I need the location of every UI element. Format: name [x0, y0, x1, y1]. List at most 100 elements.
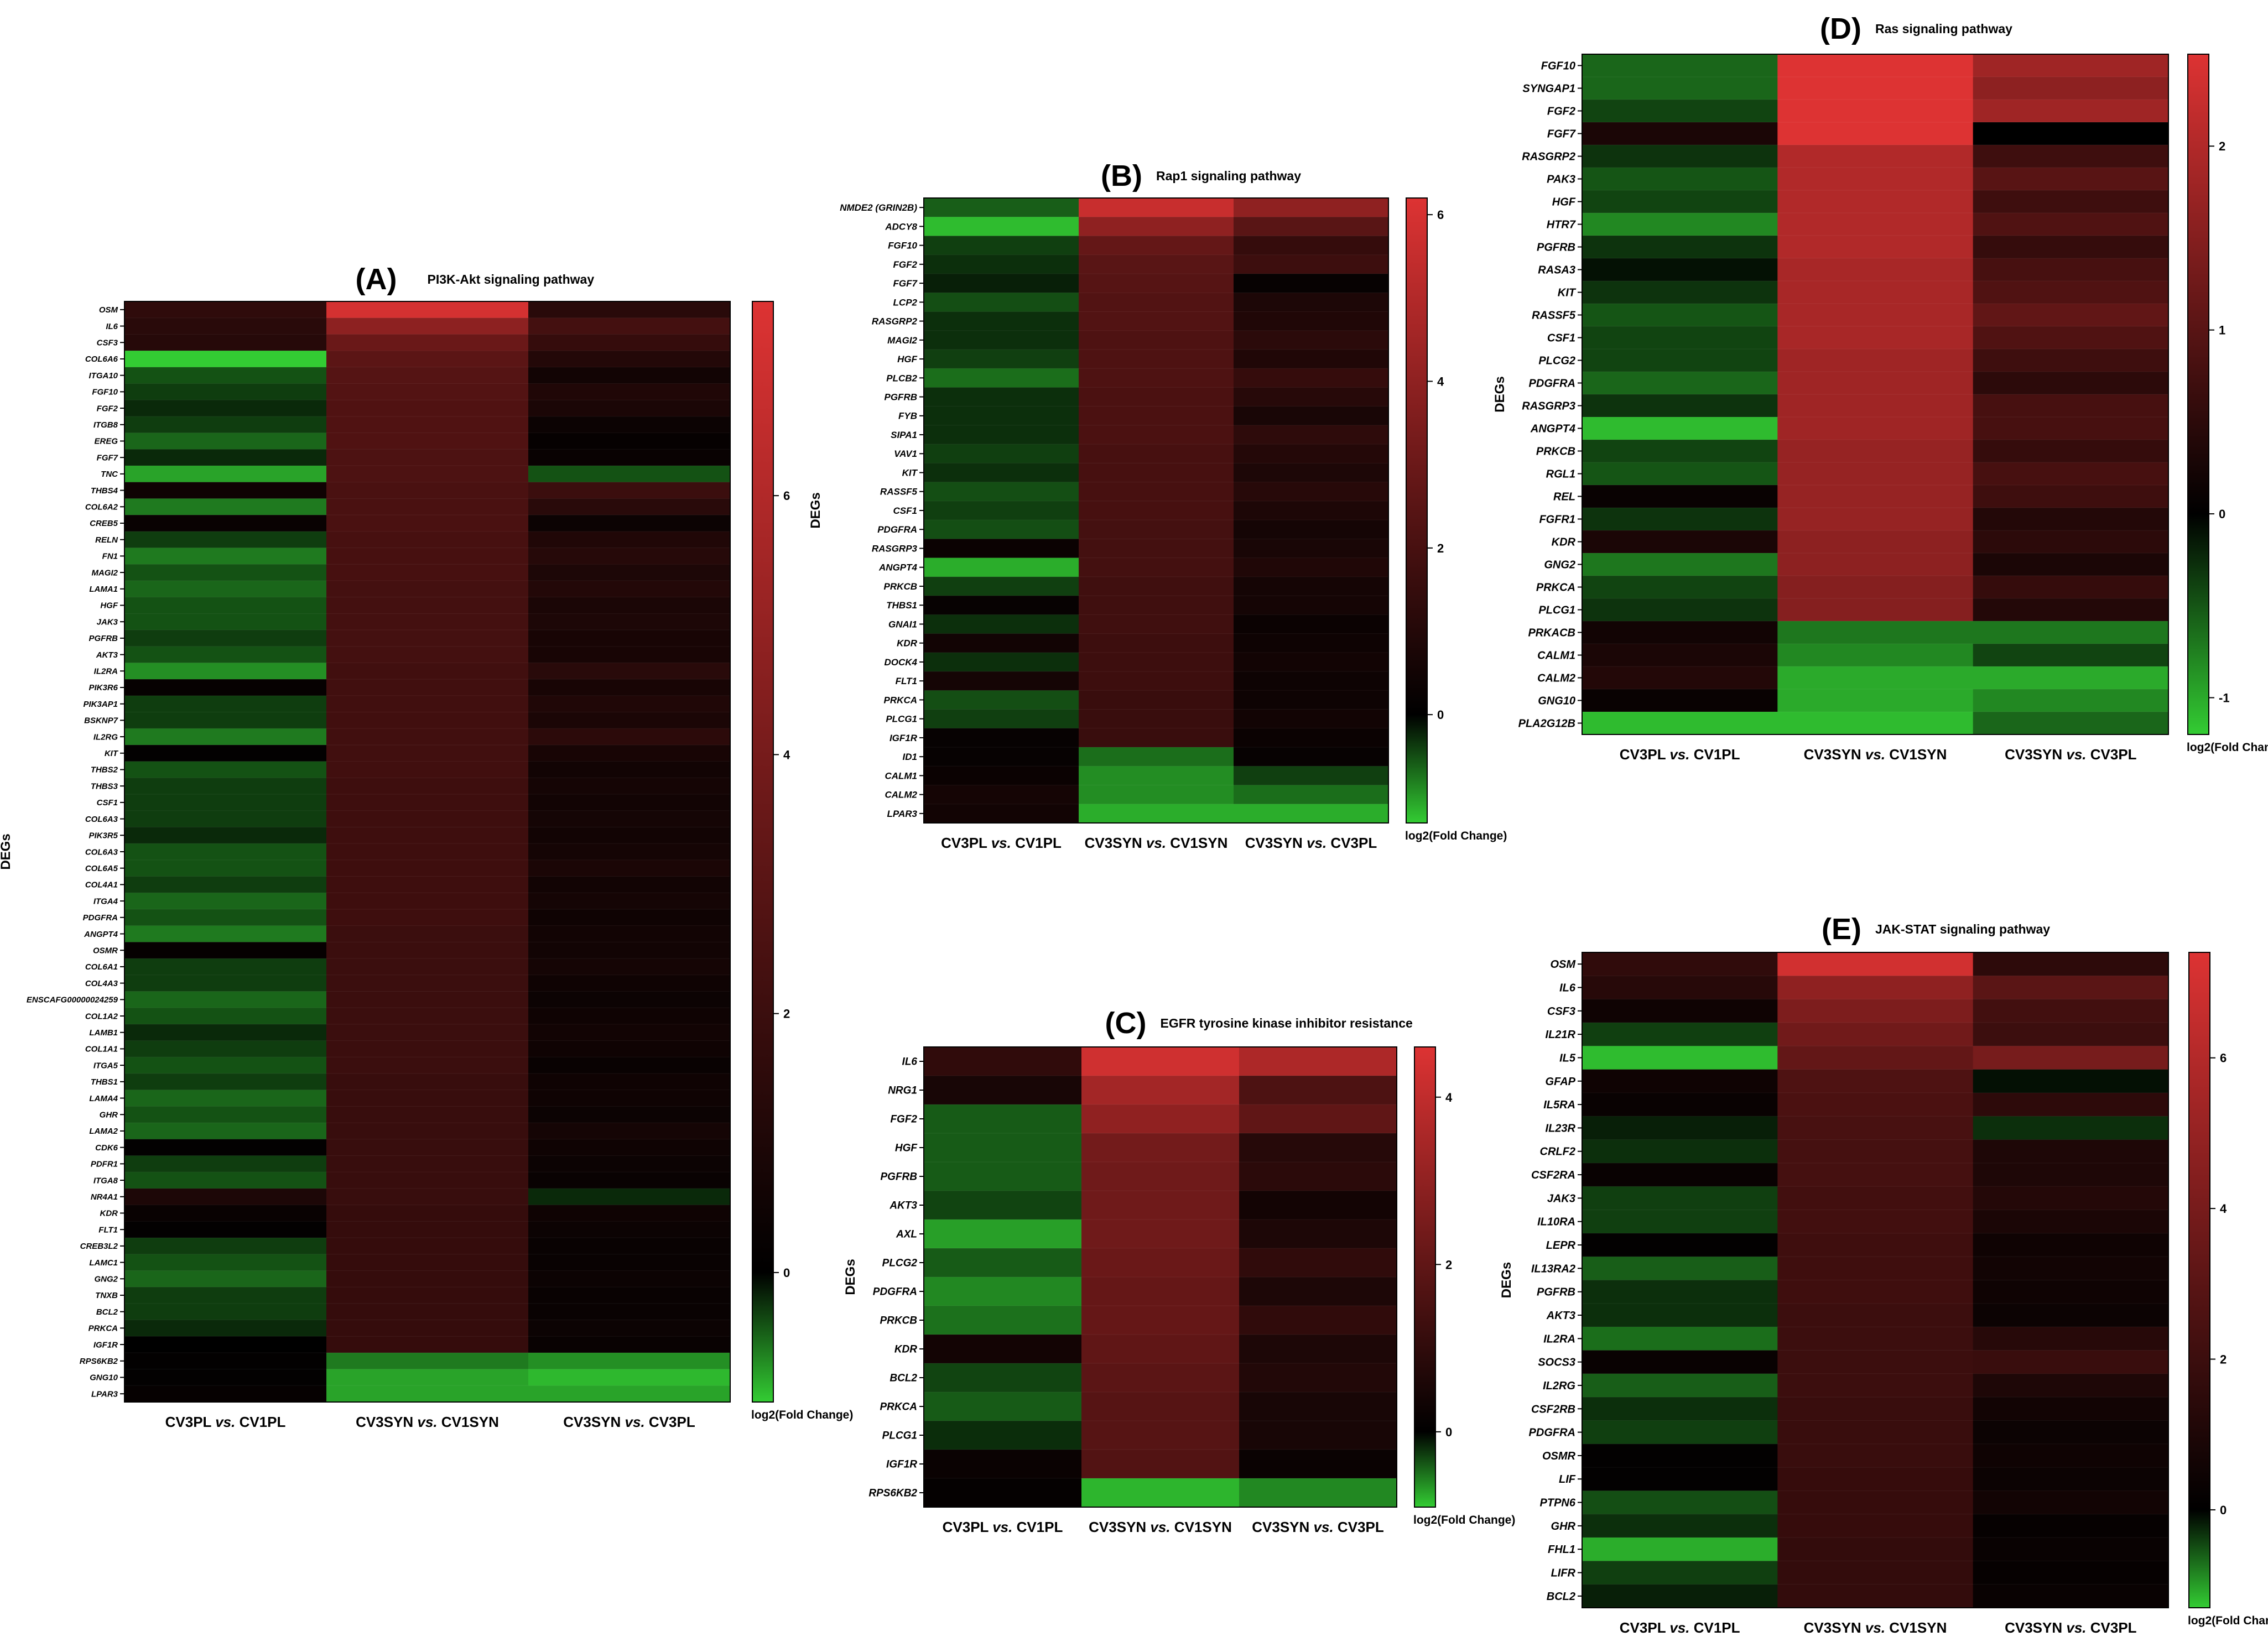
- heatmap-cell: [326, 416, 529, 434]
- heatmap-cell: [1777, 1257, 1974, 1281]
- heatmap-cell: [124, 958, 327, 976]
- heatmap-cell: [1239, 1363, 1397, 1393]
- gene-label: IL5RA: [1543, 1099, 1575, 1111]
- heatmap-cell: [1582, 952, 1778, 976]
- heatmap-cell: [1777, 77, 1974, 100]
- gene-label: PLA2G12B: [1518, 718, 1575, 730]
- heatmap-cell: [1234, 766, 1389, 786]
- gene-label: AKT3: [889, 1200, 917, 1212]
- gene-label: FGF2: [1547, 106, 1575, 118]
- heatmap-cell: [924, 425, 1079, 445]
- colorbar-tick-label: 2: [2219, 139, 2225, 153]
- heatmap-cell: [124, 1287, 327, 1304]
- heatmap-cell: [124, 351, 327, 368]
- heatmap-cell: [1777, 530, 1974, 554]
- heatmap-cell: [924, 1191, 1082, 1220]
- gene-label: COL1A2: [85, 1012, 118, 1021]
- gene-label: CSF3: [1547, 1005, 1575, 1018]
- heatmap-cell: [1582, 258, 1778, 282]
- heatmap-cell: [1582, 213, 1778, 236]
- colorbar-tick-label: -1: [2219, 691, 2230, 705]
- y-axis-label: DEGs: [0, 833, 13, 869]
- column-label: CV3SYN vs. CV3PL: [2005, 746, 2137, 763]
- heatmap-cell: [124, 630, 327, 647]
- heatmap-cell: [1582, 1022, 1778, 1046]
- heatmap-cell: [1081, 1450, 1240, 1479]
- gene-label: IGF1R: [93, 1340, 118, 1349]
- heatmap-cell: [326, 909, 529, 926]
- gene-label: PLCG1: [1538, 604, 1575, 617]
- gene-label: COL4A1: [85, 880, 118, 890]
- heatmap-cell: [1777, 1561, 1974, 1585]
- heatmap-cell: [528, 317, 731, 335]
- heatmap-cell: [1081, 1191, 1240, 1220]
- colorbar: [1406, 197, 1428, 824]
- gene-label: HGF: [895, 1143, 918, 1154]
- heatmap-cell: [1079, 444, 1234, 463]
- heatmap-cell: [1239, 1450, 1397, 1479]
- gene-label: KIT: [105, 749, 119, 758]
- heatmap-cell: [1234, 293, 1389, 312]
- heatmap-cell: [1081, 1076, 1240, 1105]
- gene-label: LAMB1: [89, 1028, 118, 1038]
- heatmap-cell: [124, 942, 327, 959]
- heatmap-cell: [326, 679, 529, 696]
- gene-label: CALM1: [885, 770, 917, 781]
- heatmap-cell: [1973, 508, 2169, 531]
- heatmap-cell: [1079, 463, 1234, 483]
- heatmap-cell: [1079, 520, 1234, 539]
- heatmap-cell: [124, 991, 327, 1008]
- gene-label: GFAP: [1546, 1076, 1576, 1088]
- heatmap-cell: [1777, 54, 1974, 77]
- gene-label: HGF: [1552, 196, 1576, 209]
- heatmap-cell: [124, 810, 327, 828]
- heatmap-panel-3: FGF10 SYNGAP1 FGF2 FGF7 RASGRP2 PAK3 HGF HTR7 PG…: [1492, 12, 2268, 763]
- gene-label: GHR: [1551, 1520, 1576, 1533]
- heatmap-cell: [528, 1303, 731, 1321]
- heatmap-cell: [326, 1352, 529, 1370]
- y-axis-label: DEGs: [843, 1259, 858, 1295]
- heatmap-cell: [528, 1090, 731, 1107]
- gene-label: GNAI1: [888, 619, 917, 629]
- heatmap-cell: [1777, 1116, 1974, 1140]
- heatmap-cell: [1582, 1397, 1778, 1421]
- heatmap-cell: [326, 646, 529, 664]
- heatmap-cell: [528, 466, 731, 483]
- column-label: CV3PL vs. CV1PL: [941, 835, 1062, 851]
- heatmap-cell: [1973, 1069, 2169, 1093]
- heatmap-cell: [1582, 1092, 1778, 1117]
- gene-label: LEPR: [1546, 1239, 1576, 1252]
- heatmap-cell: [528, 613, 731, 630]
- heatmap-cell: [124, 1320, 327, 1337]
- heatmap-cell: [1582, 1420, 1778, 1445]
- gene-label: LCP2: [893, 297, 918, 308]
- heatmap-cell: [1582, 1514, 1778, 1538]
- heatmap-cell: [528, 351, 731, 368]
- heatmap-cell: [1234, 614, 1389, 634]
- heatmap-cell: [1582, 304, 1778, 327]
- heatmap-cell: [1079, 747, 1234, 767]
- heatmap-cell: [924, 614, 1079, 634]
- heatmap-cell: [1973, 1443, 2169, 1468]
- gene-label: ITGA8: [93, 1176, 118, 1185]
- gene-label: CDK6: [95, 1143, 118, 1153]
- heatmap-cell: [326, 942, 529, 959]
- y-axis-label: DEGs: [808, 492, 823, 528]
- heatmap-cell: [528, 663, 731, 680]
- heatmap-cell: [1973, 145, 2169, 168]
- heatmap-cell: [1973, 1092, 2169, 1117]
- column-label: CV3PL vs. CV1PL: [1620, 1619, 1740, 1636]
- heatmap-cell: [924, 1335, 1082, 1364]
- colorbar-tick-label: 0: [783, 1266, 790, 1280]
- gene-label: RASGRP3: [1522, 400, 1575, 413]
- gene-label: CRLF2: [1540, 1146, 1575, 1158]
- heatmap-cell: [528, 597, 731, 614]
- gene-label: KIT: [1558, 287, 1577, 299]
- heatmap-cell: [1582, 168, 1778, 191]
- heatmap-cell: [326, 695, 529, 713]
- heatmap-cell: [1973, 1210, 2169, 1234]
- gene-label: PDGFRA: [873, 1286, 917, 1298]
- panel-title: JAK-STAT signaling pathway: [1875, 922, 2050, 936]
- heatmap-cell: [528, 580, 731, 598]
- heatmap-cell: [1582, 576, 1778, 599]
